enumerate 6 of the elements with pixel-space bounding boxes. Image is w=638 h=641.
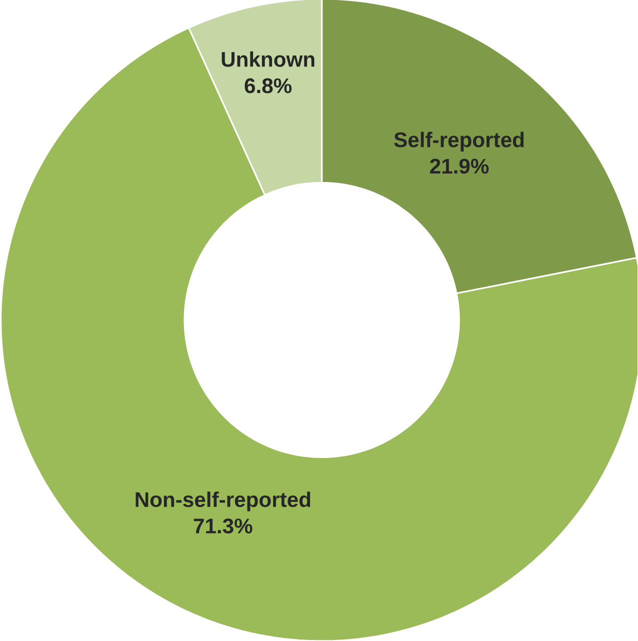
slice-label: Self-reported [394, 132, 524, 152]
data-label: 21.9% [430, 158, 489, 174]
slice-label: Unknown [222, 51, 315, 67]
data-label: 71.3% [194, 518, 253, 534]
slice-label: Non-self-reported [136, 492, 310, 512]
data-label: 6.8% [245, 78, 292, 94]
